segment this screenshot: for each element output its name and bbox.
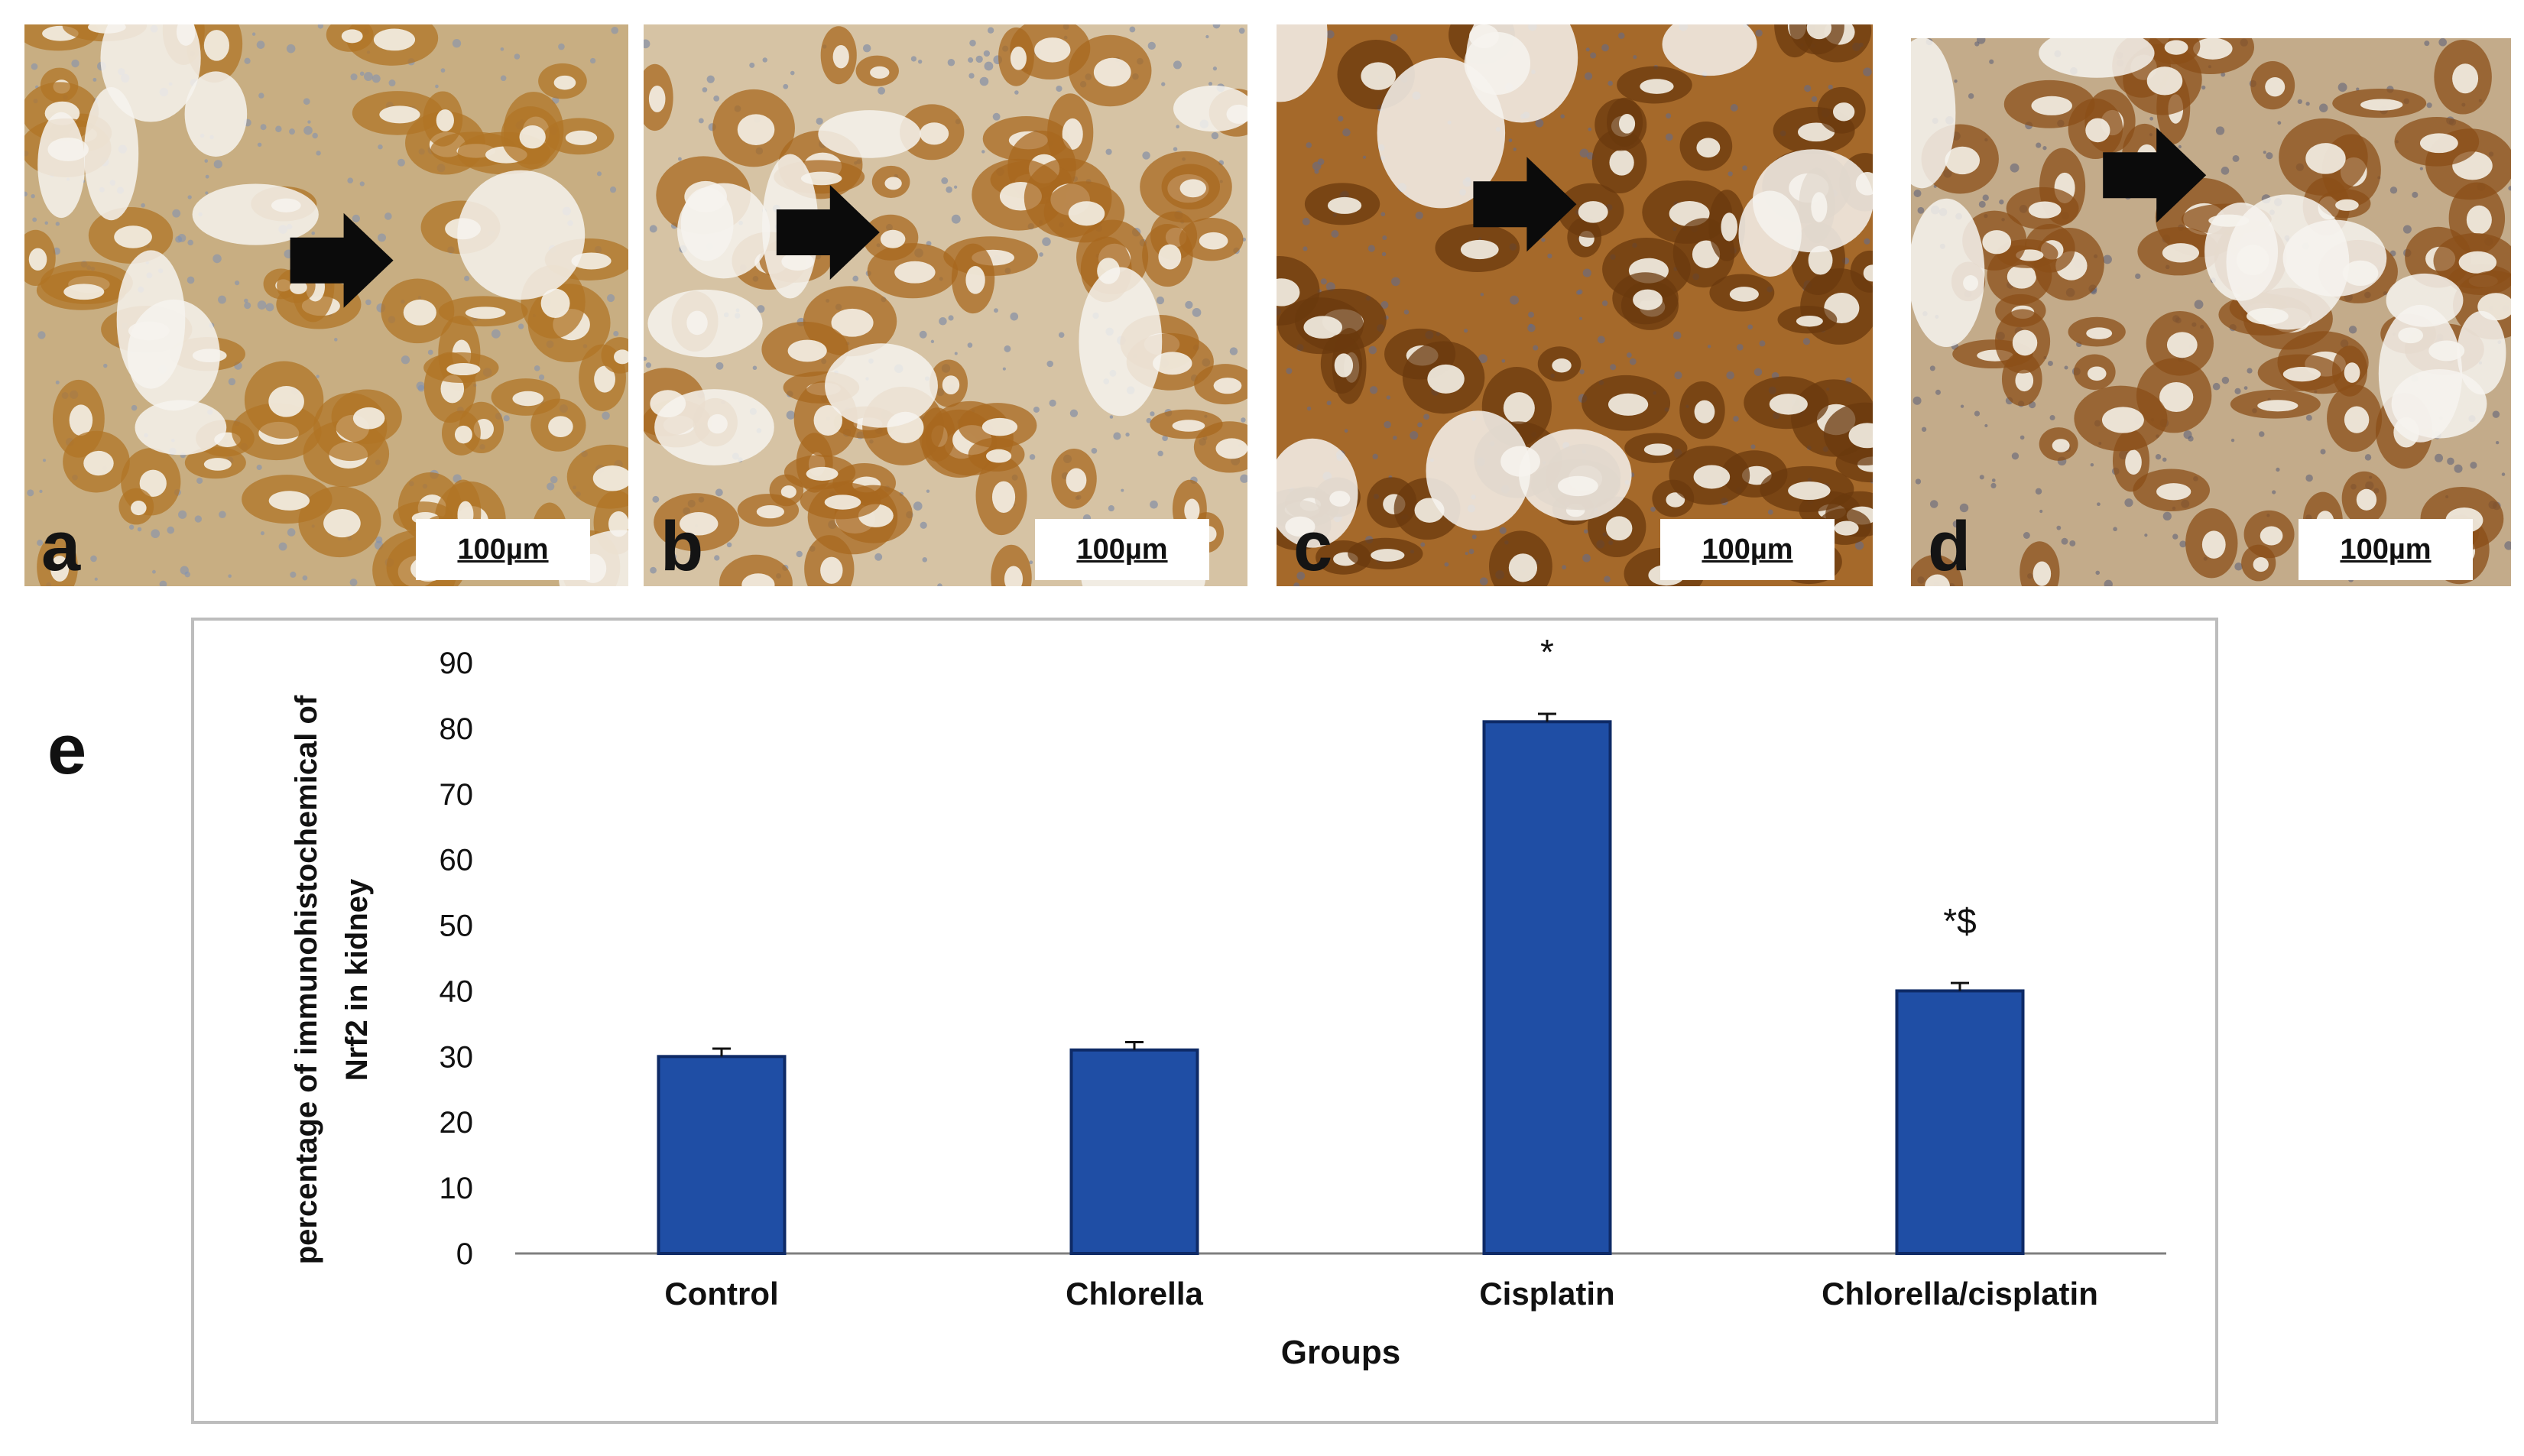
micrograph-panel-a: a 100µm: [24, 24, 628, 586]
chart-panel-e: percentage of immunohistochemical of Nrf…: [191, 618, 2218, 1424]
panel-letter: a: [41, 507, 81, 585]
micrograph-image: [1911, 38, 2511, 586]
x-axis-label: Groups: [1281, 1334, 1400, 1371]
micrograph-panel-c: c 100µm: [1277, 24, 1873, 586]
micrograph-image: [24, 24, 628, 586]
bar: [1482, 720, 1612, 1256]
significance-label: *: [1540, 632, 1554, 672]
y-axis-label-line: Nrf2 in kidney: [340, 878, 374, 1081]
arrow-icon: [290, 212, 394, 308]
arrow-icon: [1473, 157, 1577, 252]
significance-label: *$: [1943, 901, 1976, 941]
y-axis-label-line: percentage of immunohistochemical of: [290, 695, 323, 1264]
panel-letter: c: [1293, 507, 1333, 585]
scale-bar: 100µm: [2299, 519, 2473, 580]
arrow-icon: [2103, 128, 2207, 223]
y-tick-label: 0: [456, 1237, 473, 1271]
y-tick-label: 30: [440, 1040, 474, 1074]
scale-bar: 100µm: [1660, 519, 1835, 580]
scale-bar-label: 100µm: [457, 533, 549, 566]
y-tick-label: 70: [440, 778, 474, 812]
micrograph-panel-d: d 100µm: [1911, 38, 2511, 586]
scale-bar-label: 100µm: [2340, 533, 2432, 566]
scale-bar: 100µm: [416, 519, 590, 580]
y-tick-label: 80: [440, 712, 474, 746]
bar-chart: percentage of immunohistochemical of Nrf…: [290, 632, 2166, 1371]
micrograph-image: [644, 24, 1247, 586]
bar: [1895, 989, 2025, 1255]
scale-bar-label: 100µm: [1702, 533, 1793, 566]
y-axis-label: percentage of immunohistochemical of Nrf…: [290, 695, 374, 1264]
x-tick-label: Control: [664, 1276, 778, 1312]
y-tick-label: 60: [440, 844, 474, 877]
y-tick-label: 10: [440, 1172, 474, 1205]
x-tick-label: Chlorella: [1066, 1276, 1203, 1312]
y-tick-label: 40: [440, 974, 474, 1008]
y-tick-label: 90: [440, 647, 474, 680]
scale-bar: 100µm: [1035, 519, 1209, 580]
scale-bar-label: 100µm: [1076, 533, 1168, 566]
y-tick-label: 50: [440, 910, 474, 943]
micrograph-panel-b: b 100µm: [644, 24, 1247, 586]
micrograph-image: [1277, 24, 1873, 586]
bar: [657, 1055, 787, 1255]
x-tick-label: Chlorella/cisplatin: [1822, 1276, 2098, 1312]
panel-letter: d: [1928, 507, 1971, 585]
arrow-icon: [776, 184, 880, 280]
panel-letter: e: [47, 711, 87, 789]
panel-letter: b: [660, 507, 704, 585]
x-tick-label: Cisplatin: [1479, 1276, 1614, 1312]
y-tick-label: 20: [440, 1106, 474, 1140]
bar: [1069, 1048, 1199, 1255]
